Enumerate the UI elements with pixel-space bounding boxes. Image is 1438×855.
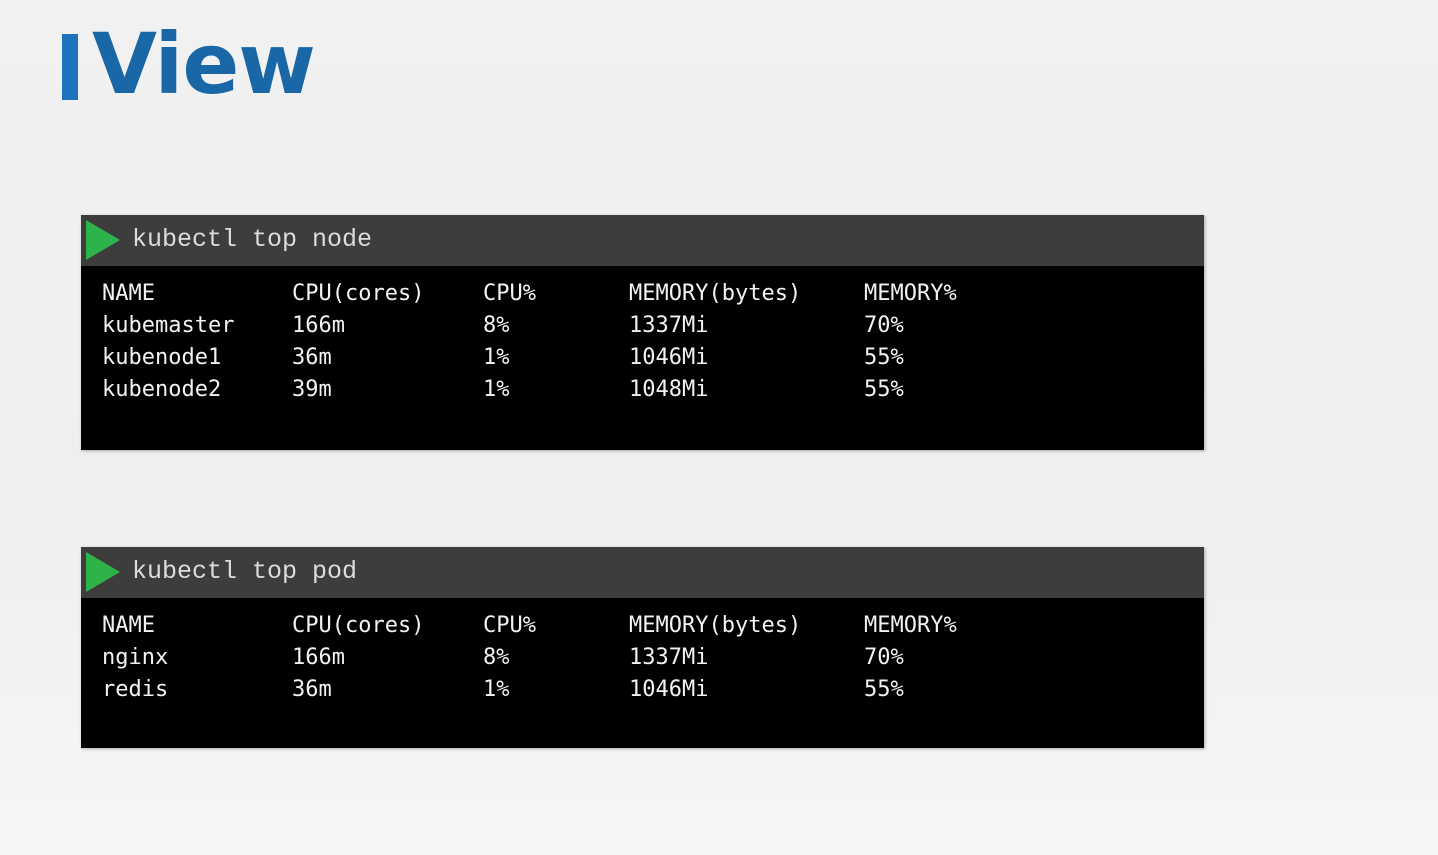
table-cell: 8% <box>483 313 510 338</box>
column-header: MEMORY(bytes) <box>629 613 802 638</box>
column-header: NAME <box>102 281 155 306</box>
table-cell: 8% <box>483 645 510 670</box>
table-cell: 36m <box>292 677 332 702</box>
column-header: MEMORY(bytes) <box>629 281 802 306</box>
table-cell: 1337Mi <box>629 313 709 338</box>
column-header: MEMORY% <box>864 281 957 306</box>
table-cell: kubenode1 <box>102 345 222 370</box>
table-cell: 70% <box>864 645 904 670</box>
table-cell: 36m <box>292 345 332 370</box>
column-header: CPU(cores) <box>292 613 425 638</box>
table-cell: 1% <box>483 677 510 702</box>
table-cell: 1% <box>483 377 510 402</box>
table-cell: 55% <box>864 677 904 702</box>
terminal-block: kubectl top pod NAME CPU(cores) CPU% MEMORY… <box>81 547 1204 748</box>
table-cell: 1046Mi <box>629 345 709 370</box>
slide-title: View <box>92 15 316 113</box>
column-header: CPU% <box>483 281 536 306</box>
table-cell: nginx <box>102 645 169 670</box>
title-accent-bar <box>62 34 78 100</box>
column-header: NAME <box>102 613 155 638</box>
terminal-command: kubectl top pod <box>132 557 358 586</box>
table-cell: 1046Mi <box>629 677 709 702</box>
column-header: CPU% <box>483 613 536 638</box>
table-cell: 55% <box>864 377 904 402</box>
table-cell: kubenode2 <box>102 377 222 402</box>
terminal-command-bar: kubectl top pod <box>81 547 1204 598</box>
table-cell: redis <box>102 677 169 702</box>
table-cell: 39m <box>292 377 332 402</box>
terminal-command-bar: kubectl top node <box>81 215 1204 266</box>
table-cell: 70% <box>864 313 904 338</box>
terminal-output: NAME CPU(cores) CPU% MEMORY(bytes) MEMORY% ku… <box>81 266 1204 450</box>
column-header: MEMORY% <box>864 613 957 638</box>
table-cell: 1337Mi <box>629 645 709 670</box>
table-cell: 1048Mi <box>629 377 709 402</box>
terminal-command: kubectl top node <box>132 225 373 254</box>
table-cell: kubemaster <box>102 313 235 338</box>
terminal-output: NAME CPU(cores) CPU% MEMORY(bytes) MEMORY% ng… <box>81 598 1204 748</box>
table-cell: 166m <box>292 645 345 670</box>
table-cell: 166m <box>292 313 345 338</box>
column-header: CPU(cores) <box>292 281 425 306</box>
table-cell: 1% <box>483 345 510 370</box>
terminal-block: kubectl top node NAME CPU(cores) CPU% MEMOR… <box>81 215 1204 450</box>
play-icon <box>86 220 120 260</box>
table-cell: 55% <box>864 345 904 370</box>
play-icon <box>86 552 120 592</box>
